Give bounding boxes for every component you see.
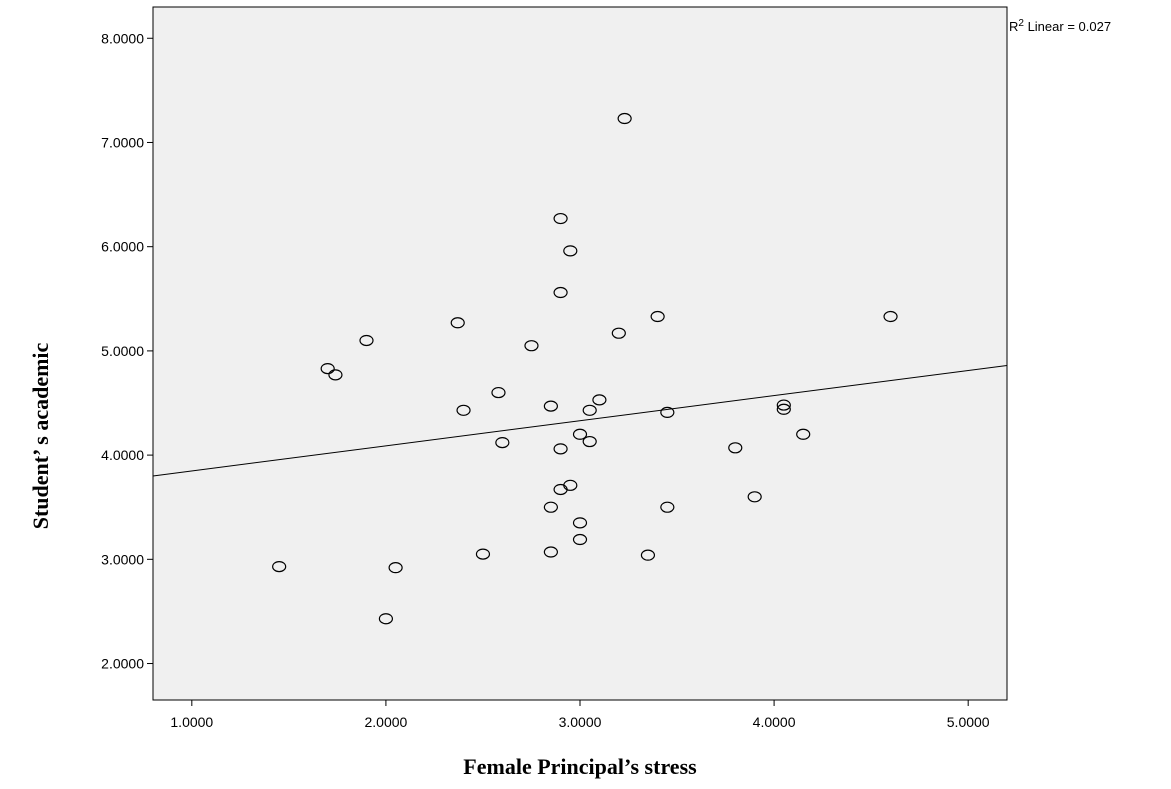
data-point	[776, 399, 791, 411]
data-point	[450, 317, 465, 329]
data-point	[747, 491, 762, 503]
x-tick-label: 5.0000	[947, 714, 990, 730]
data-point	[572, 533, 588, 546]
data-point	[572, 517, 588, 529]
data-point	[563, 245, 578, 257]
x-tick-label: 1.0000	[170, 714, 213, 730]
x-axis: 1.0000 2.0000 3.0000 4.0000 5.0000	[170, 700, 990, 730]
y-tick-label: 2.0000	[101, 656, 144, 672]
data-point	[883, 310, 898, 323]
y-tick-label: 5.0000	[101, 343, 144, 359]
data-point	[543, 400, 558, 412]
data-point	[572, 428, 588, 440]
data-point	[650, 310, 665, 323]
data-point	[660, 406, 675, 418]
data-point	[592, 394, 607, 406]
data-point	[320, 363, 335, 375]
y-tick-label: 6.0000	[101, 239, 144, 255]
data-point	[272, 561, 287, 573]
data-point	[388, 562, 403, 574]
data-point	[456, 404, 471, 416]
data-point	[495, 437, 510, 449]
data-point	[640, 549, 656, 561]
data-point	[378, 613, 394, 625]
plot-area	[152, 6, 1008, 701]
data-point	[582, 435, 597, 448]
data-point	[617, 112, 632, 125]
data-points	[272, 112, 898, 625]
data-point	[553, 286, 568, 299]
x-axis-title: Female Principal’s stress	[463, 754, 697, 779]
data-point	[491, 386, 506, 399]
data-point	[582, 404, 597, 416]
data-point	[328, 369, 343, 381]
y-tick-label: 7.0000	[101, 134, 144, 150]
data-point	[553, 212, 568, 225]
data-point	[475, 548, 491, 560]
y-axis-title: Student’ s academic	[28, 342, 53, 529]
data-point	[796, 428, 811, 440]
data-point	[543, 546, 558, 558]
data-point	[728, 442, 743, 454]
fit-line	[152, 364, 1008, 477]
y-tick-label: 3.0000	[101, 551, 144, 567]
x-tick-label: 3.0000	[559, 714, 602, 730]
data-point	[553, 443, 568, 455]
data-point	[660, 501, 675, 513]
data-point	[611, 327, 626, 339]
y-tick-label: 8.0000	[101, 30, 144, 46]
data-point	[563, 479, 578, 491]
data-point	[776, 403, 791, 415]
data-point	[543, 501, 558, 513]
x-tick-label: 2.0000	[364, 714, 407, 730]
data-point	[359, 334, 374, 347]
y-axis: 2.0000 3.0000 4.0000 5.0000 6.0000 7.0000 8.00…	[101, 30, 153, 672]
x-tick-label: 4.0000	[753, 714, 796, 730]
y-tick-label: 4.0000	[101, 447, 144, 463]
data-point	[524, 340, 539, 352]
fit-label: R2 Linear = 0.027	[1009, 18, 1111, 34]
